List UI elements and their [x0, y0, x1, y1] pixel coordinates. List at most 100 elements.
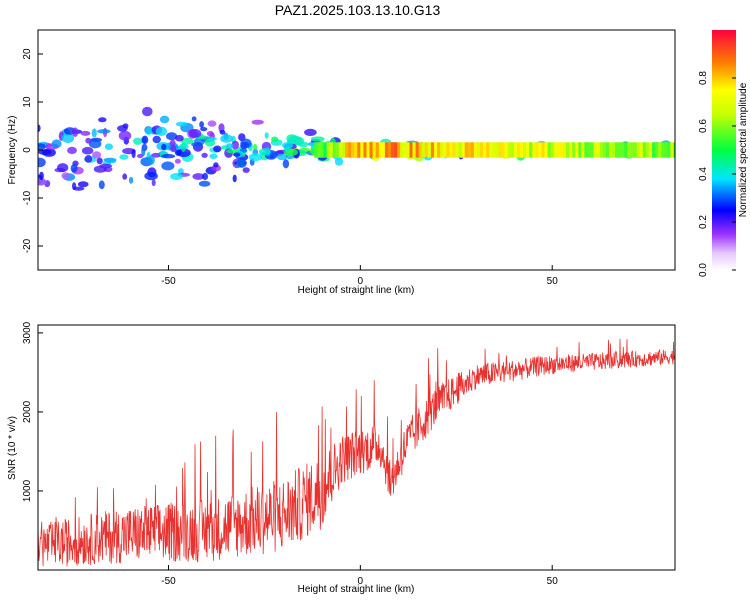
spectrogram-cell	[520, 142, 524, 158]
spectrogram-cell	[106, 159, 117, 164]
spectrogram-cell	[251, 119, 264, 125]
spectrogram-cell	[232, 174, 237, 183]
spectrogram-cell	[104, 143, 113, 150]
spectrogram-cell	[39, 171, 44, 181]
spectrogram-cell	[240, 138, 252, 149]
y-tick-label: 10	[22, 96, 33, 108]
spectrogram-cell	[57, 163, 69, 173]
spectrogram-cell	[80, 130, 91, 136]
spectrogram-cell	[88, 139, 102, 149]
spectrogram-cell	[498, 142, 502, 158]
spectrogram-cell	[667, 142, 671, 158]
spectrogram-cell	[627, 142, 631, 158]
spectrogram-cell	[556, 142, 561, 158]
spectrogram-cell	[332, 142, 337, 158]
spectrogram-cell	[381, 142, 386, 158]
spectrogram-cell	[206, 136, 217, 142]
spectrogram-cell	[159, 115, 170, 124]
snr-ticks: -50 0 50 3000 2000 1000	[22, 321, 558, 587]
spectrogram-cell	[544, 142, 548, 158]
spectrogram-cell	[264, 132, 269, 139]
spectrogram-cell	[532, 142, 536, 158]
spectrogram-cell	[461, 142, 465, 158]
spectrogram-cell	[98, 180, 105, 190]
spectrogram-cell	[670, 142, 674, 158]
spectrogram-cell	[213, 162, 219, 168]
spectrogram-cell	[175, 149, 182, 156]
spectrogram-cell	[335, 142, 340, 158]
spectrogram-cell	[345, 142, 349, 158]
spectrogram-cell	[618, 142, 622, 158]
spectrogram-cell	[341, 142, 346, 158]
spectrogram-cell	[480, 142, 484, 158]
spectrogram-cell	[541, 142, 545, 158]
spectrogram-cell	[596, 142, 601, 158]
spectrogram-cell	[523, 142, 527, 158]
spectrogram-cell	[446, 142, 450, 158]
spectrogram-cell	[535, 142, 539, 158]
spectrogram-cell	[304, 128, 317, 136]
spectrogram-cell	[117, 125, 128, 132]
spectrogram-cell	[489, 142, 493, 158]
spectrogram-cell	[91, 128, 97, 138]
spectrogram-cell	[443, 142, 447, 158]
spectrogram-cell	[486, 142, 490, 158]
spectrogram-cell	[323, 142, 327, 158]
spectrogram-cell	[67, 146, 77, 154]
spectrogram-cell	[434, 142, 438, 158]
colorbar-ticks: 0.0 0.2 0.4 0.6 0.8	[698, 71, 736, 277]
spectrogram-cell	[292, 136, 305, 146]
spectrogram-cell	[504, 142, 508, 158]
spectrogram-cell	[141, 146, 146, 157]
spectrogram-cell	[233, 152, 241, 157]
spectrogram-cell	[98, 117, 107, 123]
spectrogram-cell	[169, 139, 176, 148]
spectrogram-cell	[351, 142, 355, 158]
spectrogram-cell	[655, 142, 659, 158]
spectrogram-cell	[593, 142, 597, 158]
spectrogram-cell	[553, 142, 558, 158]
spectrogram-cell	[516, 142, 521, 158]
spectrogram-cell	[648, 142, 653, 158]
spectrogram-cell	[409, 142, 413, 158]
spectrogram-cell	[317, 142, 321, 158]
spectrogram-cell	[394, 142, 398, 158]
spectrogram-cell	[166, 132, 178, 141]
spectrogram-cell	[51, 139, 62, 149]
spectrogram-cell	[144, 171, 158, 181]
spectrogram-cell	[242, 167, 250, 173]
spectrogram-cell	[85, 137, 92, 144]
spectrogram-cell	[128, 176, 134, 184]
spectrogram-cell	[92, 151, 102, 159]
spectrogram-cell	[673, 142, 675, 158]
spectrogram-cell	[329, 142, 333, 158]
spectrogram-cell	[538, 142, 542, 158]
spectrogram-cell	[415, 142, 419, 158]
spectrogram-cell	[144, 126, 153, 135]
spectrogram-cell	[122, 173, 128, 180]
spectrogram-cell	[559, 142, 564, 158]
spectrogram-cell	[38, 124, 41, 133]
spectrogram-cell	[566, 142, 570, 158]
spectrogram-cell	[375, 142, 380, 158]
spectrogram-cell	[118, 130, 132, 141]
x-tick-label: -50	[161, 576, 176, 587]
spectrogram-cell	[572, 142, 576, 158]
spectrogram-cell	[133, 137, 142, 145]
spectrogram-cell	[562, 142, 567, 158]
spectrogram-cell	[455, 142, 459, 158]
spectrogram-cell	[77, 181, 89, 188]
spectrogram-cell	[96, 157, 103, 165]
spectrogram-cell	[645, 142, 650, 158]
spectrogram-cell	[391, 142, 395, 158]
spectrogram-cell	[202, 172, 209, 181]
spectrogram-cell	[174, 158, 181, 164]
spectrogram-cell	[495, 142, 499, 158]
spectrogram-cell	[84, 155, 93, 163]
spectrogram-cell	[513, 142, 518, 158]
spectrogram-cell	[61, 172, 70, 180]
spectrogram-cell	[483, 142, 487, 158]
spectrogram-cell	[473, 142, 478, 158]
spectrogram-cell	[141, 135, 149, 144]
spectrogram-cell	[578, 142, 582, 158]
